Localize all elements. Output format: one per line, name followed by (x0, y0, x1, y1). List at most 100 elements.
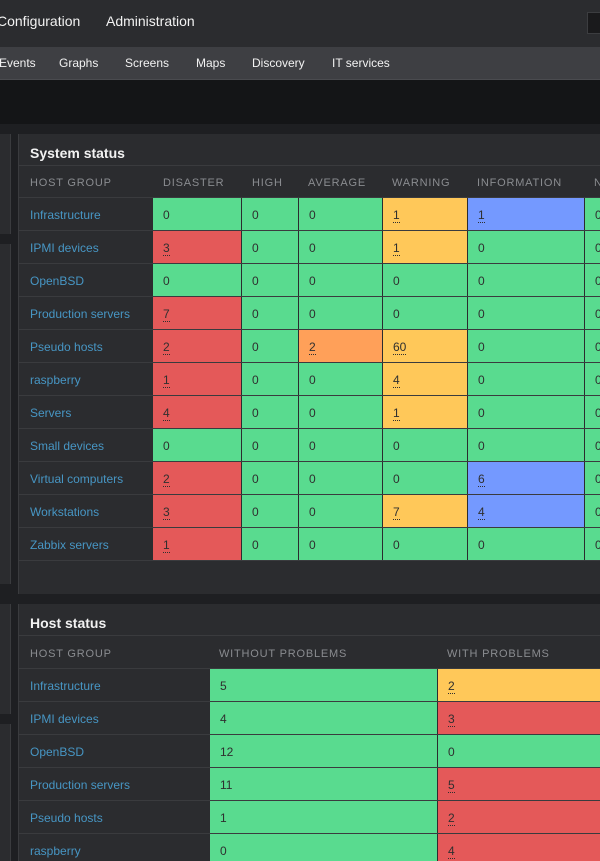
host-group-link[interactable]: Servers (30, 406, 72, 420)
count-value[interactable]: 4 (478, 505, 485, 520)
count-value[interactable]: 1 (393, 241, 400, 256)
column-header-host-group[interactable]: HOST GROUP (30, 648, 112, 660)
table-row: Production servers 11 5 (19, 768, 600, 801)
warning-cell: 4 (382, 363, 467, 395)
count-value[interactable]: 2 (448, 811, 455, 826)
count-value: 0 (309, 208, 316, 222)
count-value[interactable]: 4 (448, 844, 455, 859)
not-classified-cell: 0 (584, 429, 600, 461)
information-cell: 4 (467, 495, 584, 527)
column-header-information: INFORMATION (477, 177, 562, 189)
count-value: 0 (252, 208, 259, 222)
column-header-without-problems: WITHOUT PROBLEMS (219, 648, 348, 660)
warning-cell: 0 (382, 297, 467, 329)
count-value: 0 (309, 241, 316, 255)
host-group-link[interactable]: OpenBSD (30, 274, 85, 288)
high-cell: 0 (241, 495, 298, 527)
host-group-link[interactable]: raspberry (30, 844, 81, 858)
count-value[interactable]: 1 (163, 373, 170, 388)
search-box-edge[interactable] (587, 12, 600, 34)
count-value: 0 (163, 208, 170, 222)
table-row: Production servers 7 0 0 0 0 0 (19, 297, 600, 330)
table-row: Pseudo hosts 1 2 (19, 801, 600, 834)
table-row: Workstations 3 0 0 7 4 0 (19, 495, 600, 528)
count-value: 0 (309, 406, 316, 420)
count-value: 0 (309, 307, 316, 321)
with-problems-cell: 4 (437, 834, 600, 861)
host-group-link[interactable]: Workstations (30, 505, 100, 519)
count-value[interactable]: 1 (393, 208, 400, 223)
system-status-widget: System status HOST GROUP DISASTER HIGH A… (18, 134, 600, 594)
count-value[interactable]: 1 (393, 406, 400, 421)
count-value[interactable]: 7 (393, 505, 400, 520)
count-value: 5 (220, 679, 227, 693)
count-value[interactable]: 4 (393, 373, 400, 388)
disaster-cell: 0 (152, 198, 241, 230)
disaster-cell: 1 (152, 363, 241, 395)
divider (19, 635, 600, 636)
subnav-discovery[interactable]: Discovery (252, 56, 305, 70)
high-cell: 0 (241, 363, 298, 395)
host-group-link[interactable]: Small devices (30, 439, 105, 453)
host-group-link[interactable]: IPMI devices (30, 241, 99, 255)
subnav-events[interactable]: Events (0, 56, 36, 70)
disaster-cell: 0 (152, 264, 241, 296)
count-value: 0 (478, 307, 485, 321)
count-value[interactable]: 4 (163, 406, 170, 421)
nav-configuration[interactable]: Configuration (0, 13, 81, 29)
host-group-link[interactable]: Pseudo hosts (30, 811, 103, 825)
count-value: 0 (252, 241, 259, 255)
host-group-link[interactable]: Virtual computers (30, 472, 124, 486)
host-group-link[interactable]: OpenBSD (30, 745, 85, 759)
count-value: 12 (220, 745, 234, 759)
count-value[interactable]: 3 (163, 241, 170, 256)
average-cell: 0 (298, 396, 382, 428)
host-group-link[interactable]: raspberry (30, 373, 81, 387)
host-group-link[interactable]: IPMI devices (30, 712, 99, 726)
without-problems-cell: 1 (209, 801, 437, 833)
count-value: 0 (393, 472, 400, 486)
host-group-link[interactable]: Infrastructure (30, 679, 101, 693)
count-value[interactable]: 3 (448, 712, 455, 727)
count-value[interactable]: 5 (448, 778, 455, 793)
host-group-link[interactable]: Production servers (30, 307, 131, 321)
host-group-link[interactable]: Pseudo hosts (30, 340, 103, 354)
count-value[interactable]: 2 (448, 679, 455, 694)
subnav-it-services[interactable]: IT services (332, 56, 390, 70)
high-cell: 0 (241, 528, 298, 560)
high-cell: 0 (241, 396, 298, 428)
count-value: 0 (393, 439, 400, 453)
count-value[interactable]: 2 (163, 340, 170, 355)
warning-cell: 1 (382, 396, 467, 428)
host-group-link[interactable]: Production servers (30, 778, 131, 792)
information-cell: 0 (467, 330, 584, 362)
table-row: Servers 4 0 0 1 0 0 (19, 396, 600, 429)
count-value: 0 (595, 538, 600, 552)
count-value: 0 (478, 406, 485, 420)
subnav-graphs[interactable]: Graphs (59, 56, 99, 70)
without-problems-cell: 4 (209, 702, 437, 734)
not-classified-cell: 0 (584, 363, 600, 395)
host-group-link[interactable]: Zabbix servers (30, 538, 109, 552)
count-value[interactable]: 1 (478, 208, 485, 223)
column-header-host-group[interactable]: HOST GROUP (30, 177, 112, 189)
count-value[interactable]: 2 (309, 340, 316, 355)
count-value[interactable]: 7 (163, 307, 170, 322)
without-problems-cell: 5 (209, 669, 437, 701)
nav-administration[interactable]: Administration (106, 13, 195, 29)
count-value[interactable]: 3 (163, 505, 170, 520)
count-value[interactable]: 60 (393, 340, 407, 355)
count-value[interactable]: 1 (163, 538, 170, 553)
count-value[interactable]: 6 (478, 472, 485, 487)
not-classified-cell: 0 (584, 231, 600, 263)
table-row: Infrastructure 5 2 (19, 669, 600, 702)
subnav-screens[interactable]: Screens (125, 56, 170, 70)
count-value: 0 (595, 274, 600, 288)
average-cell: 0 (298, 198, 382, 230)
average-cell: 0 (298, 231, 382, 263)
count-value[interactable]: 2 (163, 472, 170, 487)
count-value: 0 (595, 472, 600, 486)
host-group-link[interactable]: Infrastructure (30, 208, 101, 222)
subnav-maps[interactable]: Maps (196, 56, 226, 70)
column-header-not-classified: N (594, 177, 600, 189)
